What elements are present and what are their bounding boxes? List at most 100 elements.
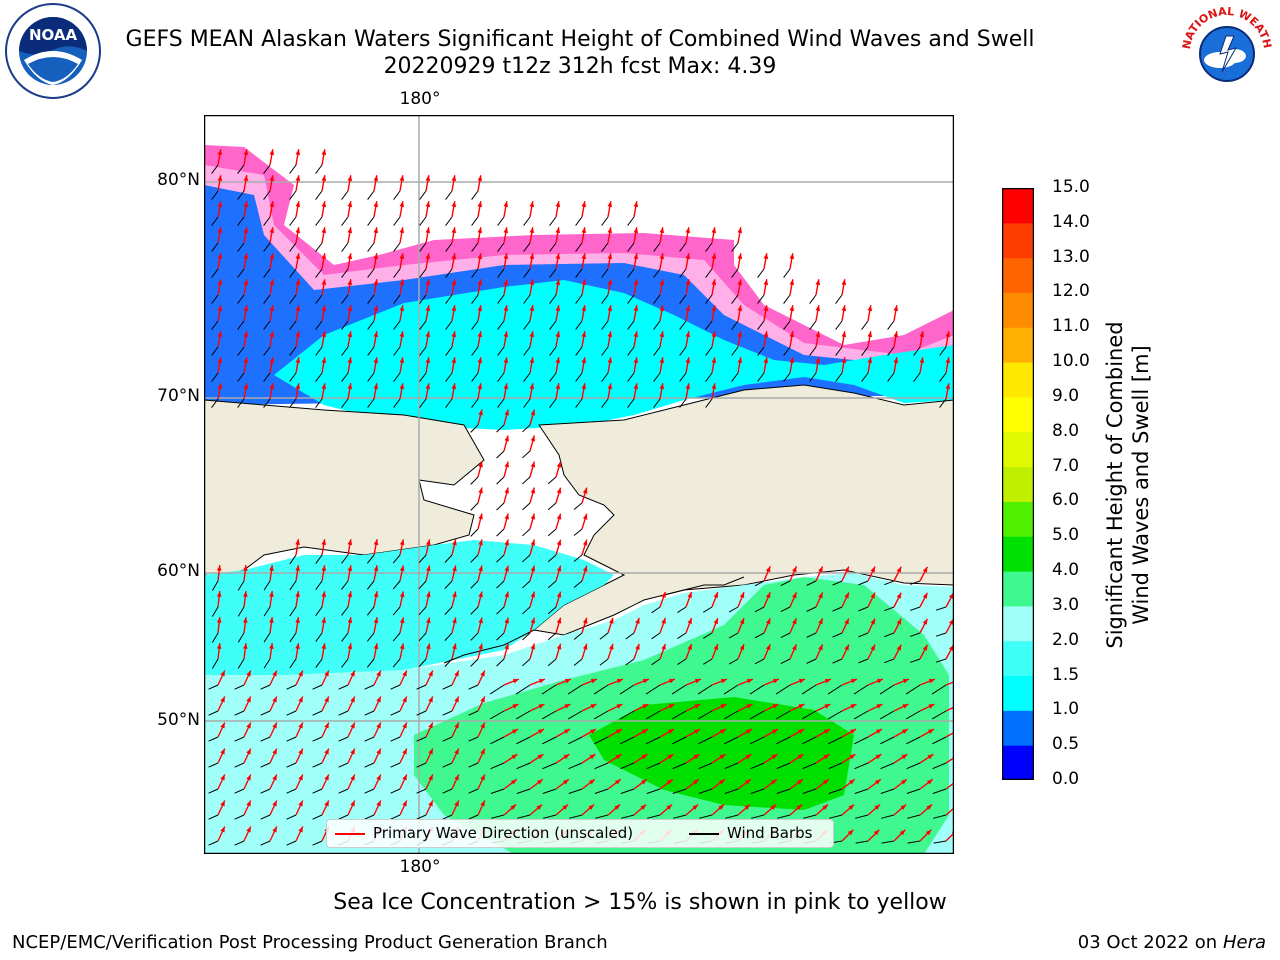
wind-barb [445,216,453,226]
wind-barb [620,736,635,745]
wind-barb [802,788,817,794]
wind-barb [237,320,245,330]
wind-barb [341,268,349,278]
wind-barb [208,736,219,742]
wind-barb [523,294,531,304]
wave-arrow-head [220,670,225,677]
wind-barb [832,632,843,638]
wind-barb [470,424,479,433]
wave-arrow-head [243,201,249,208]
wave-arrow-head [737,227,743,234]
wind-barb [679,294,687,304]
wave-arrow-head [399,357,405,364]
wave-arrow-head [295,253,301,260]
wind-barb [392,632,401,642]
wind-barb [260,710,271,716]
wind-barb [906,762,921,770]
wind-barb [315,190,323,200]
wave-arrow-head [589,754,596,760]
wave-arrow-head [796,804,803,810]
wave-arrow-head [242,565,248,571]
wind-barb [757,320,765,330]
wind-barb [573,658,583,666]
wind-barb [468,710,479,716]
wind-barb [832,658,843,664]
wind-barb [237,216,245,226]
colorbar-swatch [1002,536,1034,572]
wave-arrow-head [582,539,588,546]
wind-barb [884,580,895,586]
wave-arrow-head [269,331,275,338]
wave-arrow-head [216,565,222,571]
wind-barb [260,788,271,794]
wave-arrow-head [536,779,543,785]
wind-barb [593,710,609,720]
wave-arrow-head [798,678,805,684]
bottom-lon-label: 180° [399,857,441,877]
wind-barb [728,658,739,665]
wind-barb [858,632,869,638]
wind-barb [809,372,817,382]
wind-barb [237,372,245,382]
wave-arrow-head [720,678,727,684]
wave-arrow-head [321,565,327,572]
wave-arrow-head [454,748,459,755]
wave-arrow-head [504,487,509,494]
map-grid [204,115,954,854]
wave-arrow-head [711,357,717,364]
lat-label-70: 70°N [157,386,200,406]
wind-barb [366,632,375,642]
wave-arrow-head [216,591,222,597]
colorbar-swatch [1002,710,1034,746]
wave-arrow-head [295,357,301,364]
wind-barb [390,814,401,820]
wave-arrow-head [607,253,613,260]
wave-arrow-head [373,331,379,338]
wind-barb [542,788,557,794]
wave-arrow-head [298,748,303,755]
wave-arrow-head [607,201,613,208]
wave-arrow-head [295,331,301,338]
wave-arrow-head [350,722,355,729]
wave-arrow-head [922,644,928,651]
wind-barb [887,346,895,356]
wave-arrow-head [609,617,614,624]
wind-barb [496,632,505,641]
wind-barb [390,788,401,794]
wind-barb [854,788,869,794]
wind-barb [211,190,219,200]
wave-arrow-head [659,253,665,260]
wave-arrow-head [347,539,353,546]
wave-arrow-head [659,383,665,390]
wind-barb [341,554,349,564]
wind-barb [723,684,739,695]
wind-barb [547,554,557,563]
wind-barb [367,346,375,356]
wave-arrow-head [272,722,277,729]
wind-barb [237,658,245,669]
wind-barb [832,606,843,612]
wind-barb [516,736,531,745]
wind-barb [757,346,765,356]
wind-barb [547,476,557,485]
wind-barb [731,320,739,330]
wind-barb [627,242,635,252]
wind-barb [234,814,245,820]
wind-barb [419,346,427,356]
wave-arrow-head [295,305,301,312]
wave-arrow-head [841,279,847,286]
wind-barb [237,346,245,356]
wind-barb [939,398,947,408]
wave-arrow-head [685,357,691,364]
wave-arrow-head [425,201,431,208]
wind-barb [237,632,245,643]
wind-barb [627,294,635,304]
wave-arrow-head [818,566,823,573]
wind-barb [289,268,297,278]
wave-arrow-head [849,754,856,760]
wave-arrow-head [242,591,248,597]
wind-barb [366,658,375,668]
wave-arrow-head [945,357,951,364]
colorbar-tick-label: 12.0 [1052,281,1090,302]
wind-barb [627,398,635,408]
